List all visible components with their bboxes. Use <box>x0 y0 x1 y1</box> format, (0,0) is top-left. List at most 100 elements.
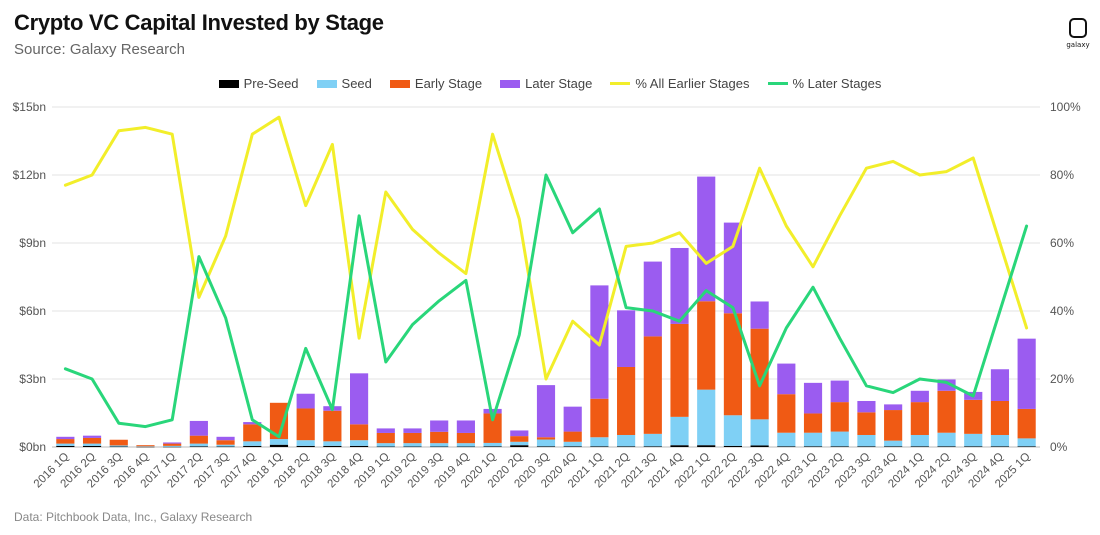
bar-early-stage <box>376 432 395 444</box>
bar-seed <box>830 431 849 447</box>
bar-pre-seed <box>617 446 636 447</box>
bar-early-stage <box>1017 408 1036 439</box>
bar-early-stage <box>483 413 502 443</box>
legend-swatch <box>610 82 631 85</box>
bar-later-stage <box>857 400 876 413</box>
bar-later-stage <box>243 422 262 425</box>
left-axis-tick-label: $15bn <box>13 100 46 114</box>
bar-early-stage <box>456 432 475 444</box>
bar-seed <box>1017 438 1036 447</box>
bar-later-stage <box>350 373 369 425</box>
bar-seed <box>323 441 342 446</box>
bar-seed <box>910 434 929 447</box>
bar-early-stage <box>777 394 796 433</box>
bar-seed <box>483 442 502 447</box>
legend-item: Seed <box>316 76 372 91</box>
logo-text: galaxy <box>1066 41 1090 49</box>
legend-label: Pre-Seed <box>243 76 299 91</box>
bar-pre-seed <box>643 446 662 447</box>
bar-pre-seed <box>777 446 796 447</box>
bar-pre-seed <box>563 446 582 447</box>
bar-later-stage <box>403 428 422 433</box>
bar-seed <box>857 434 876 447</box>
right-axis-tick-label: 40% <box>1050 304 1074 318</box>
bar-later-stage <box>1017 338 1036 409</box>
bar-later-stage <box>803 382 823 414</box>
line-pct-later-stages <box>63 173 1029 439</box>
bar-seed <box>403 443 422 447</box>
bar-seed <box>216 444 235 447</box>
bar-later-stage <box>483 408 502 414</box>
bar-later-stage <box>723 222 742 314</box>
bar-seed <box>536 439 556 447</box>
bar-early-stage <box>830 402 849 432</box>
bar-later-stage <box>536 385 556 438</box>
bar-seed <box>296 440 315 446</box>
bar-pre-seed <box>536 446 556 447</box>
bar-later-stage <box>56 436 75 440</box>
right-axis-tick-label: 100% <box>1050 100 1081 114</box>
bar-early-stage <box>269 402 289 440</box>
bar-pre-seed <box>964 446 983 447</box>
bar-later-stage <box>910 390 929 403</box>
bar-seed <box>937 432 956 447</box>
bar-early-stage <box>136 445 155 447</box>
legend-swatch <box>316 79 337 88</box>
bar-pre-seed <box>136 446 155 448</box>
bar-seed <box>643 433 662 447</box>
bar-seed <box>109 445 128 447</box>
legend-swatch <box>767 82 788 85</box>
bar-seed <box>964 433 983 447</box>
bar-seed <box>430 443 449 447</box>
bar-early-stage <box>56 439 75 444</box>
legend-item: Early Stage <box>389 76 483 91</box>
legend-label: % Later Stages <box>792 76 882 91</box>
chart-legend: Pre-Seed Seed Early Stage Later Stage % All … <box>0 76 1100 91</box>
bar-later-stage <box>830 380 849 403</box>
bar-early-stage <box>296 408 315 441</box>
bar-later-stage <box>216 436 235 441</box>
bar-early-stage <box>109 439 128 446</box>
bar-seed <box>990 434 1010 447</box>
legend-swatch <box>389 79 410 88</box>
bar-pre-seed <box>109 446 128 448</box>
bar-later-stage <box>430 420 449 432</box>
bar-early-stage <box>163 443 182 446</box>
bar-seed <box>56 443 75 446</box>
galaxy-logo-icon <box>1069 18 1087 38</box>
right-axis-tick-label: 80% <box>1050 168 1074 182</box>
bar-seed <box>777 432 796 447</box>
legend-label: Later Stage <box>525 76 593 91</box>
left-axis-tick-label: $6bn <box>19 304 46 318</box>
bar-pre-seed <box>803 446 823 447</box>
chart-title: Crypto VC Capital Invested by Stage <box>14 10 384 35</box>
bar-seed <box>697 389 716 446</box>
bar-early-stage <box>430 431 449 444</box>
bar-early-stage <box>350 424 369 441</box>
legend-swatch <box>218 79 239 88</box>
bar-pre-seed <box>269 444 289 447</box>
bar-pre-seed <box>937 446 956 447</box>
bar-pre-seed <box>376 446 395 448</box>
right-axis-tick-label: 0% <box>1050 440 1068 454</box>
legend-label: Early Stage <box>414 76 483 91</box>
legend-item: % Later Stages <box>767 76 882 91</box>
bar-pre-seed <box>430 446 449 448</box>
bar-later-stage <box>563 406 582 432</box>
bar-later-stage <box>456 420 475 433</box>
bar-early-stage <box>82 437 102 444</box>
bar-later-stage <box>750 301 769 329</box>
bar-early-stage <box>910 402 929 435</box>
bar-pre-seed <box>750 445 769 447</box>
bar-later-stage <box>937 379 956 391</box>
bar-later-stage <box>670 247 689 324</box>
bar-later-stage <box>376 428 395 433</box>
bar-pre-seed <box>350 445 369 447</box>
bar-pre-seed <box>82 445 102 447</box>
bar-seed <box>803 432 823 447</box>
bar-later-stage <box>510 430 529 437</box>
bar-seed <box>350 440 369 446</box>
bar-early-stage <box>697 301 716 390</box>
bar-pre-seed <box>403 446 422 448</box>
bar-pre-seed <box>1017 446 1036 447</box>
